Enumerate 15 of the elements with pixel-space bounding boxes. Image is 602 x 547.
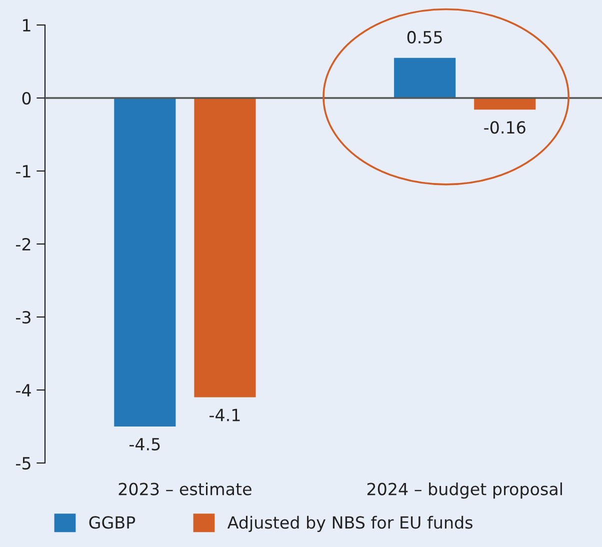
x-tick-label: 2024 – budget proposal: [367, 482, 562, 499]
y-tick-label: -3: [16, 310, 30, 324]
legend-label: Adjusted by NBS for EU funds: [227, 516, 472, 532]
y-tick-label: 1: [23, 19, 30, 32]
data-label: 0.55: [407, 30, 442, 44]
data-label: -4.1: [210, 408, 240, 422]
y-tick-label: -4: [16, 384, 31, 396]
y-tick-label: -5: [16, 457, 30, 470]
data-label: -0.16: [484, 121, 526, 134]
y-tick-label: 0: [22, 92, 31, 105]
y-tick-label: -2: [16, 238, 30, 250]
data-label: -4.5: [129, 438, 160, 451]
x-tick-label: 2023 – estimate: [118, 482, 252, 496]
y-tick-label: -1: [16, 165, 30, 178]
legend-label: GGBP: [89, 516, 136, 529]
